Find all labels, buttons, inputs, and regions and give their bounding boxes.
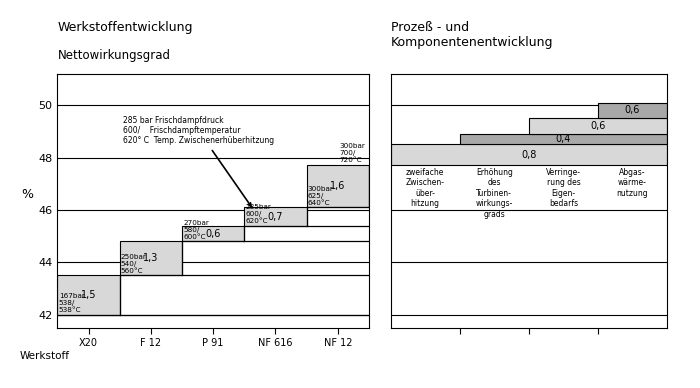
Bar (57, 275, 120, 315)
Bar (182, 226, 244, 241)
Bar (529, 118, 667, 134)
Text: 1,6: 1,6 (330, 181, 345, 191)
Text: 250bar
540/
560°C: 250bar 540/ 560°C (121, 254, 147, 274)
Bar (307, 165, 369, 207)
Bar (244, 207, 307, 226)
Text: Prozeß - und
Komponentenentwicklung: Prozeß - und Komponentenentwicklung (391, 21, 553, 49)
Text: 0,6: 0,6 (206, 229, 220, 239)
Text: 300bar
625/
640°C: 300bar 625/ 640°C (308, 186, 334, 206)
Text: 1,3: 1,3 (144, 253, 158, 263)
Y-axis label: %: % (21, 188, 33, 201)
Text: Werkstoffentwicklung: Werkstoffentwicklung (57, 21, 193, 35)
Bar (120, 241, 182, 275)
Text: zweifache
Zwischen-
über-
hitzung: zweifache Zwischen- über- hitzung (406, 168, 445, 208)
Bar (391, 144, 667, 165)
Text: 285bar
600/
620°C: 285bar 600/ 620°C (246, 204, 272, 224)
Text: Nettowirkungsgrad: Nettowirkungsgrad (57, 48, 170, 62)
Bar (598, 102, 667, 118)
Text: Abgas-
wärme-
nutzung: Abgas- wärme- nutzung (617, 168, 648, 198)
Text: Werkstoff: Werkstoff (20, 351, 70, 361)
Text: 0,7: 0,7 (267, 211, 284, 222)
Text: 270bar
580/
600°C: 270bar 580/ 600°C (183, 220, 209, 240)
Text: 300bar
700/
720°C: 300bar 700/ 720°C (339, 143, 365, 163)
Text: Erhöhung
des
Turbinen-
wirkungs-
grads: Erhöhung des Turbinen- wirkungs- grads (475, 168, 513, 219)
Text: 1,5: 1,5 (80, 290, 97, 300)
Text: 285 bar Frischdampfdruck
600/    Frischdampftemperatur
620° C  Temp. Zwischenerh: 285 bar Frischdampfdruck 600/ Frischdamp… (122, 116, 274, 206)
Bar (460, 134, 667, 144)
Text: Verringe-
rung des
Eigen-
bedarfs: Verringe- rung des Eigen- bedarfs (546, 168, 581, 208)
Text: 167bar
538/
538°C: 167bar 538/ 538°C (59, 293, 85, 314)
Text: 0,6: 0,6 (590, 121, 606, 131)
Text: 0,8: 0,8 (522, 150, 536, 160)
Text: 0,4: 0,4 (556, 134, 571, 144)
Text: 0,6: 0,6 (625, 106, 640, 115)
